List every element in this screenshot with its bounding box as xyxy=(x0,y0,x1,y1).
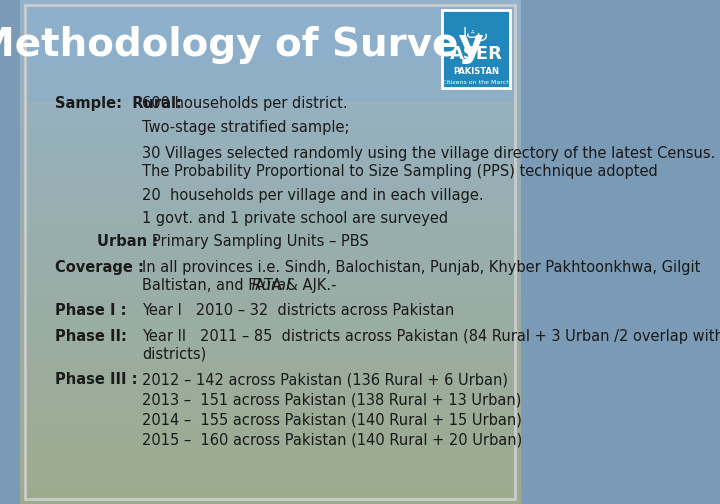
Text: 30 Villages selected randomly using the village directory of the latest Census.: 30 Villages selected randomly using the … xyxy=(142,146,716,161)
FancyBboxPatch shape xyxy=(24,5,515,101)
Text: Baltistan, and FATA & AJK.-: Baltistan, and FATA & AJK.- xyxy=(142,278,337,293)
Text: Primary Sampling Units – PBS: Primary Sampling Units – PBS xyxy=(152,234,369,249)
Text: Methodology of Survey: Methodology of Survey xyxy=(0,26,484,65)
Text: Phase II:: Phase II: xyxy=(55,329,127,344)
Text: districts): districts) xyxy=(142,347,207,362)
Text: 2014 –  155 across Pakistan (140 Rural + 15 Urban): 2014 – 155 across Pakistan (140 Rural + … xyxy=(142,412,522,427)
Text: Phase I :: Phase I : xyxy=(55,303,126,319)
Text: 20  households per village and in each village.: 20 households per village and in each vi… xyxy=(142,187,484,203)
Text: اثر: اثر xyxy=(463,26,489,41)
Text: Year I   2010 – 32  districts across Pakistan: Year I 2010 – 32 districts across Pakist… xyxy=(142,303,454,319)
Text: 600 households per district.: 600 households per district. xyxy=(142,96,348,111)
FancyBboxPatch shape xyxy=(443,10,510,88)
Text: Urban :: Urban : xyxy=(97,234,158,249)
Text: The Probability Proportional to Size Sampling (PPS) technique adopted: The Probability Proportional to Size Sam… xyxy=(142,164,658,179)
Text: Citizens on the March: Citizens on the March xyxy=(442,80,510,85)
Text: PAKISTAN: PAKISTAN xyxy=(453,67,499,76)
Text: Phase III :: Phase III : xyxy=(55,372,137,387)
Text: In all provinces i.e. Sindh, Balochistan, Punjab, Khyber Pakhtoonkhwa, Gilgit: In all provinces i.e. Sindh, Balochistan… xyxy=(142,260,701,275)
Text: Two-stage stratified sample;: Two-stage stratified sample; xyxy=(142,119,350,135)
Text: 1 govt. and 1 private school are surveyed: 1 govt. and 1 private school are surveye… xyxy=(142,211,449,226)
Text: Year II   2011 – 85  districts across Pakistan (84 Rural + 3 Urban /2 overlap wi: Year II 2011 – 85 districts across Pakis… xyxy=(142,329,720,344)
Text: ASER: ASER xyxy=(449,45,503,64)
Text: Coverage :: Coverage : xyxy=(55,260,143,275)
Text: 2015 –  160 across Pakistan (140 Rural + 20 Urban): 2015 – 160 across Pakistan (140 Rural + … xyxy=(142,432,523,448)
Text: 2013 –  151 across Pakistan (138 Rural + 13 Urban): 2013 – 151 across Pakistan (138 Rural + … xyxy=(142,392,521,407)
Text: 2012 – 142 across Pakistan (136 Rural + 6 Urban): 2012 – 142 across Pakistan (136 Rural + … xyxy=(142,372,508,387)
Text: Rural: Rural xyxy=(247,278,290,293)
Text: Sample:  Rural:: Sample: Rural: xyxy=(55,96,181,111)
